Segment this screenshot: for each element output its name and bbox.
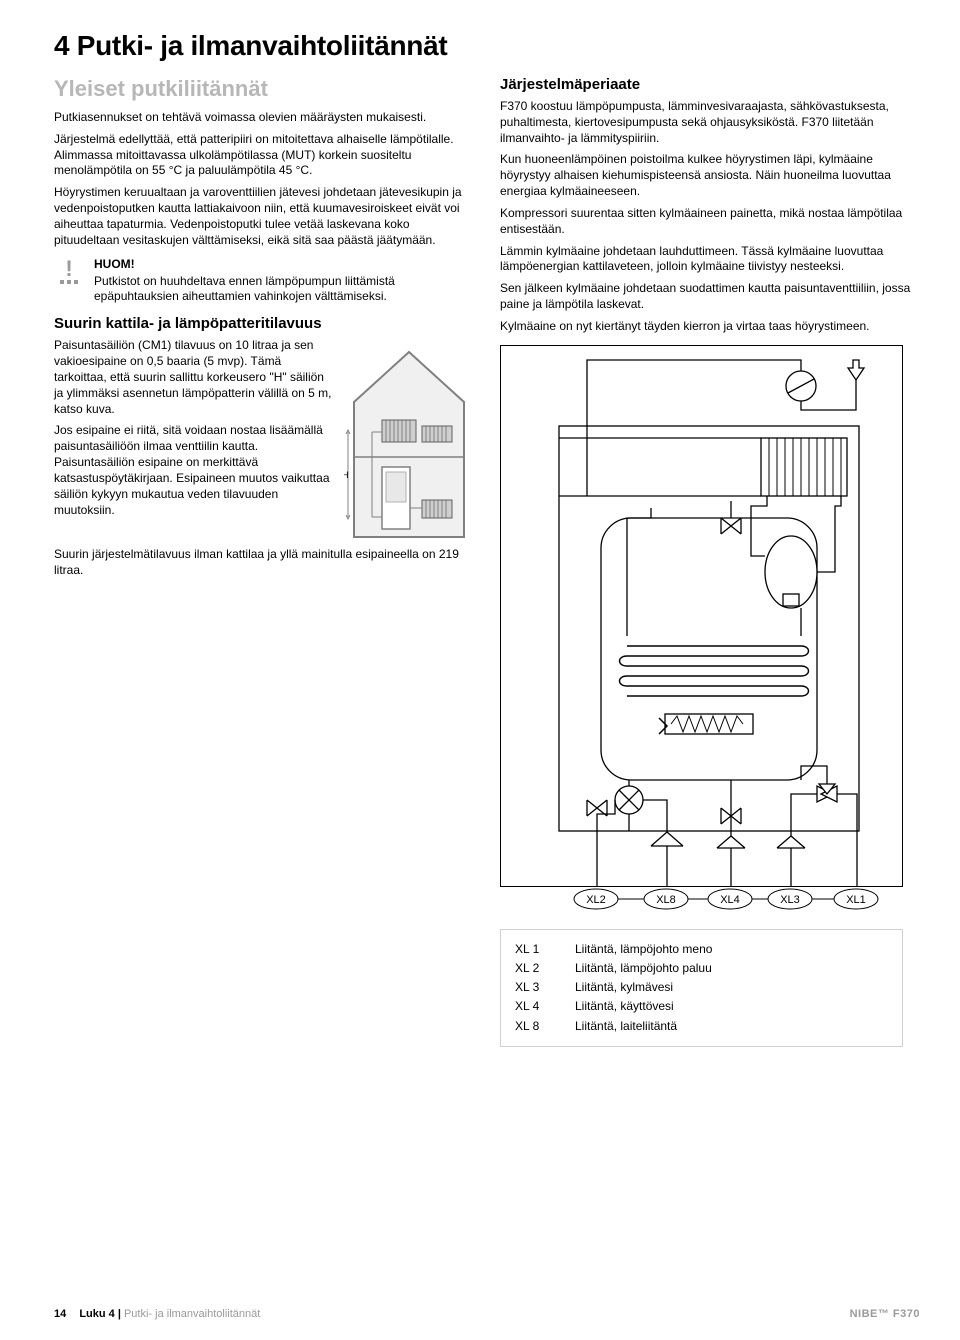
xl8-label: XL8 (644, 889, 688, 909)
svg-text:XL1: XL1 (846, 894, 866, 906)
xl2-label: XL2 (574, 889, 618, 909)
system-diagram (500, 345, 903, 887)
xl1-label: XL1 (834, 889, 878, 909)
section-title-general: Yleiset putkiliitännät (54, 76, 474, 102)
legend-row-xl2: XL 2Liitäntä, lämpöjohto paluu (515, 959, 888, 978)
exclamation-icon: ! (54, 259, 84, 279)
house-h-label: H (344, 470, 349, 480)
right-p2: Kun huoneenlämpöinen poistoilma kulkee h… (500, 152, 920, 199)
xl3-label: XL3 (768, 889, 812, 909)
legend-box: XL 1Liitäntä, lämpöjohto meno XL 2Liitän… (500, 929, 903, 1047)
left-p6: Suurin järjestelmätilavuus ilman kattila… (54, 547, 474, 579)
legend-row-xl3: XL 3Liitäntä, kylmävesi (515, 978, 888, 997)
page-title: 4 Putki- ja ilmanvaihtoliitännät (54, 30, 920, 62)
right-column: Järjestelmäperiaate F370 koostuu lämpöpu… (500, 76, 920, 1047)
right-p1: F370 koostuu lämpöpumpusta, lämminvesiva… (500, 99, 920, 146)
chapter-name: Putki- ja ilmanvaihtoliitännät (121, 1308, 260, 1320)
page-footer: 14 Luku 4 | Putki- ja ilmanvaihtoliitänn… (54, 1308, 920, 1320)
xl-labels-row: XL2 XL8 XL4 XL3 XL1 (500, 887, 920, 915)
content-columns: Yleiset putkiliitännät Putkiasennukset o… (54, 76, 920, 1047)
page-number: 14 (54, 1308, 66, 1320)
house-svg-icon: H (344, 342, 474, 542)
svg-text:XL2: XL2 (586, 894, 606, 906)
notice-box: ! HUOM! Putkistot on huuhdeltava ennen l… (54, 257, 474, 306)
notice-title: HUOM! (94, 257, 474, 271)
xl4-label: XL4 (708, 889, 752, 909)
left-p3: Höyrystimen keruualtaan ja varoventtiili… (54, 185, 474, 248)
legend-row-xl4: XL 4Liitäntä, käyttövesi (515, 997, 888, 1016)
left-column: Yleiset putkiliitännät Putkiasennukset o… (54, 76, 474, 1047)
subhead-max-volume: Suurin kattila- ja lämpöpatteritilavuus (54, 315, 474, 332)
legend-row-xl8: XL 8Liitäntä, laiteliitäntä (515, 1017, 888, 1036)
house-diagram: H (344, 342, 474, 547)
footer-product: NIBE™ F370 (850, 1308, 920, 1320)
right-p6: Kylmäaine on nyt kiertänyt täyden kierro… (500, 319, 920, 335)
right-p3: Kompressori suurentaa sitten kylmäaineen… (500, 206, 920, 238)
chapter-label: Luku 4 | (79, 1308, 121, 1320)
svg-text:XL4: XL4 (720, 894, 740, 906)
footer-left: 14 Luku 4 | Putki- ja ilmanvaihtoliitänn… (54, 1308, 260, 1320)
right-p4: Lämmin kylmäaine johdetaan lauhduttimeen… (500, 244, 920, 276)
left-p1: Putkiasennukset on tehtävä voimassa olev… (54, 110, 474, 126)
notice-dots-icon (54, 280, 84, 284)
svg-text:XL3: XL3 (780, 894, 800, 906)
right-p5: Sen jälkeen kylmäaine johdetaan suodatti… (500, 281, 920, 313)
system-diagram-svg (501, 346, 902, 886)
notice-body: Putkistot on huuhdeltava ennen lämpöpump… (94, 274, 474, 306)
left-p2: Järjestelmä edellyttää, että patteripiir… (54, 132, 474, 179)
notice-icon: ! (54, 259, 84, 285)
svg-text:XL8: XL8 (656, 894, 676, 906)
subhead-system-principle: Järjestelmäperiaate (500, 76, 920, 93)
legend-row-xl1: XL 1Liitäntä, lämpöjohto meno (515, 940, 888, 959)
